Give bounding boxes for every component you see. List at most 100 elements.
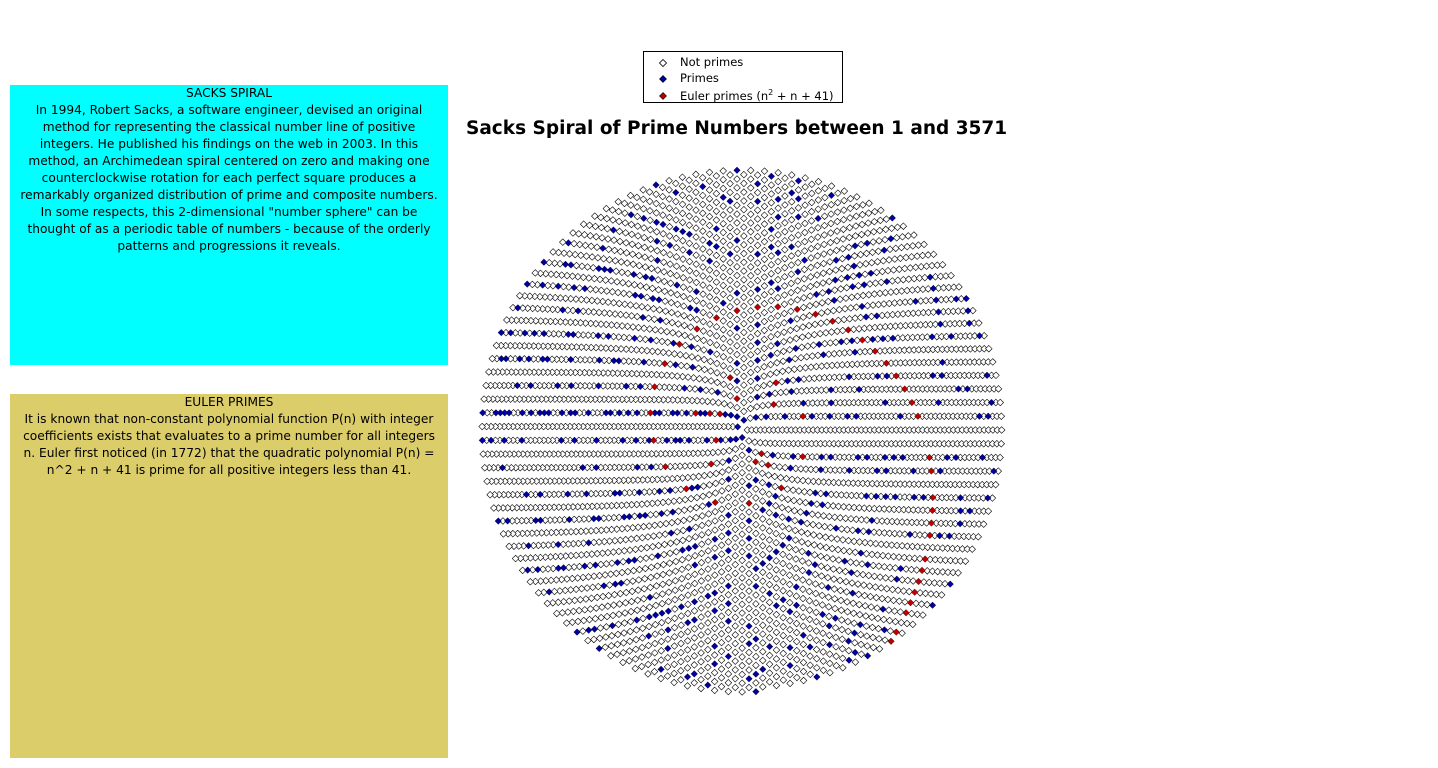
- not-prime-point: [897, 287, 906, 295]
- not-prime-point: [772, 584, 781, 592]
- prime-point: [714, 388, 722, 396]
- not-prime-point: [685, 221, 694, 229]
- not-prime-point: [800, 247, 809, 255]
- not-prime-point: [669, 329, 677, 337]
- not-prime-point: [597, 526, 605, 534]
- not-prime-point: [564, 608, 572, 616]
- not-prime-point: [827, 490, 835, 499]
- not-prime-point: [586, 605, 595, 613]
- prime-point: [724, 617, 732, 625]
- not-prime-point: [882, 215, 891, 223]
- not-prime-point: [766, 360, 775, 369]
- not-prime-point: [787, 198, 796, 206]
- not-prime-point: [801, 237, 809, 246]
- not-prime-point: [627, 607, 635, 616]
- not-prime-point: [787, 270, 796, 278]
- not-prime-point: [738, 495, 746, 503]
- not-prime-point: [770, 472, 779, 481]
- not-prime-point: [885, 606, 893, 614]
- not-prime-point: [780, 273, 789, 281]
- not-prime-point: [989, 358, 997, 366]
- not-prime-point: [752, 617, 760, 626]
- not-prime-point: [644, 314, 653, 322]
- not-prime-point: [490, 504, 498, 512]
- not-prime-point: [724, 626, 733, 634]
- not-prime-point: [704, 583, 712, 591]
- not-prime-point: [544, 541, 552, 549]
- not-prime-point: [808, 180, 816, 188]
- prime-point: [772, 548, 780, 556]
- not-prime-point: [692, 260, 700, 268]
- prime-point: [554, 282, 562, 290]
- not-prime-point: [877, 584, 885, 592]
- not-prime-point: [549, 248, 557, 256]
- prime-point: [625, 557, 633, 565]
- prime-point: [733, 236, 741, 245]
- not-prime-point: [638, 303, 646, 311]
- not-prime-point: [717, 603, 726, 612]
- prime-point: [733, 324, 741, 332]
- not-prime-point: [605, 256, 614, 264]
- not-prime-point: [833, 198, 842, 207]
- not-prime-point: [536, 553, 545, 562]
- not-prime-point: [826, 238, 835, 247]
- not-prime-point: [616, 536, 625, 544]
- not-prime-point: [792, 592, 801, 600]
- not-prime-point: [567, 528, 575, 536]
- not-prime-point: [801, 210, 809, 218]
- prime-point: [893, 575, 901, 583]
- not-prime-point: [663, 475, 671, 483]
- not-prime-point: [682, 351, 690, 360]
- not-prime-point: [822, 543, 831, 552]
- not-prime-point: [646, 235, 655, 244]
- not-prime-point: [580, 616, 588, 625]
- not-prime-point: [833, 208, 842, 216]
- prime-point: [500, 436, 508, 444]
- not-prime-point: [658, 590, 667, 598]
- not-prime-point: [799, 323, 807, 331]
- not-prime-point: [759, 683, 767, 691]
- not-prime-point: [740, 188, 748, 196]
- prime-point: [690, 670, 698, 678]
- not-prime-point: [557, 528, 565, 536]
- not-prime-point: [785, 524, 793, 533]
- not-prime-point: [866, 347, 874, 356]
- not-prime-point: [598, 502, 606, 510]
- prime-point: [879, 605, 887, 613]
- not-prime-point: [704, 645, 712, 654]
- prime-point: [733, 166, 741, 174]
- not-prime-point: [855, 325, 863, 333]
- prime-point: [721, 410, 729, 418]
- not-prime-point: [929, 308, 938, 316]
- not-prime-point: [591, 222, 600, 231]
- prime-point: [964, 307, 972, 315]
- not-prime-point: [788, 171, 796, 179]
- prime-point: [507, 329, 515, 337]
- not-prime-point: [615, 610, 623, 618]
- not-prime-point: [620, 333, 628, 342]
- not-prime-point: [614, 630, 622, 639]
- not-prime-point: [757, 413, 765, 421]
- not-prime-point: [664, 498, 673, 506]
- not-prime-point: [726, 171, 734, 179]
- not-prime-point: [677, 676, 685, 684]
- not-prime-point: [731, 543, 739, 551]
- not-prime-point: [584, 307, 593, 316]
- not-prime-point: [661, 487, 669, 495]
- prime-point: [595, 644, 603, 653]
- not-prime-point: [646, 207, 654, 215]
- not-prime-point: [826, 258, 834, 266]
- not-prime-point: [590, 308, 598, 316]
- not-prime-point: [847, 304, 855, 312]
- not-prime-point: [760, 246, 769, 255]
- prime-point: [759, 559, 767, 568]
- prime-point: [678, 546, 687, 554]
- not-prime-point: [806, 615, 814, 624]
- not-prime-point: [740, 390, 748, 398]
- not-prime-point: [951, 519, 960, 528]
- prime-point: [792, 601, 801, 609]
- not-prime-point: [626, 617, 635, 626]
- prime-point: [754, 197, 762, 206]
- prime-point: [794, 177, 803, 185]
- not-prime-point: [653, 572, 661, 580]
